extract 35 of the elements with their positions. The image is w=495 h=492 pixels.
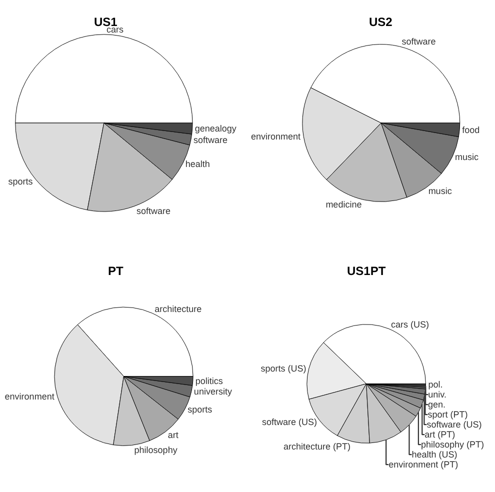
chart-title: US1PT xyxy=(347,264,386,278)
slice-label: philosophy (PT) xyxy=(420,440,484,450)
slice-label: environment xyxy=(4,392,55,402)
slice-label: pol. xyxy=(428,380,443,390)
slice-label: art xyxy=(168,430,179,440)
slice-label: art (PT) xyxy=(424,430,456,440)
chart-title: US1 xyxy=(94,15,118,29)
slice-label: sports (US) xyxy=(260,364,306,374)
slice-label: software xyxy=(402,36,436,47)
slice-label: univ. xyxy=(428,390,446,400)
slice-label: environment xyxy=(251,131,302,142)
slice-label: sport (PT) xyxy=(428,410,468,420)
slice-label: software xyxy=(136,206,170,216)
slice-label: software (US) xyxy=(262,417,317,428)
slice-label: health xyxy=(185,159,210,170)
slice-label: sports xyxy=(8,176,34,186)
slice-label: architecture (PT) xyxy=(283,441,350,452)
slice-label: cars (US) xyxy=(391,319,430,330)
slice-label: medicine xyxy=(326,200,362,210)
slice-label: genealogy xyxy=(194,124,237,134)
slice-label: sports xyxy=(188,404,213,415)
slice-label: politics xyxy=(195,376,224,386)
chart-title: US2 xyxy=(369,15,393,29)
chart-title: PT xyxy=(108,264,124,278)
slice-label: environment (PT) xyxy=(388,460,458,470)
slice-label: philosophy xyxy=(134,445,178,456)
slice-label: software (US) xyxy=(426,420,482,430)
slice-label: university xyxy=(194,386,232,397)
slice-label: gen. xyxy=(428,400,446,410)
slice-label: food xyxy=(462,124,480,135)
slice-label: architecture xyxy=(154,304,202,314)
slice-label: software xyxy=(193,134,228,145)
slice-label: music xyxy=(428,186,452,196)
slice-label: music xyxy=(454,152,479,162)
slice-label: health (US) xyxy=(412,450,458,460)
